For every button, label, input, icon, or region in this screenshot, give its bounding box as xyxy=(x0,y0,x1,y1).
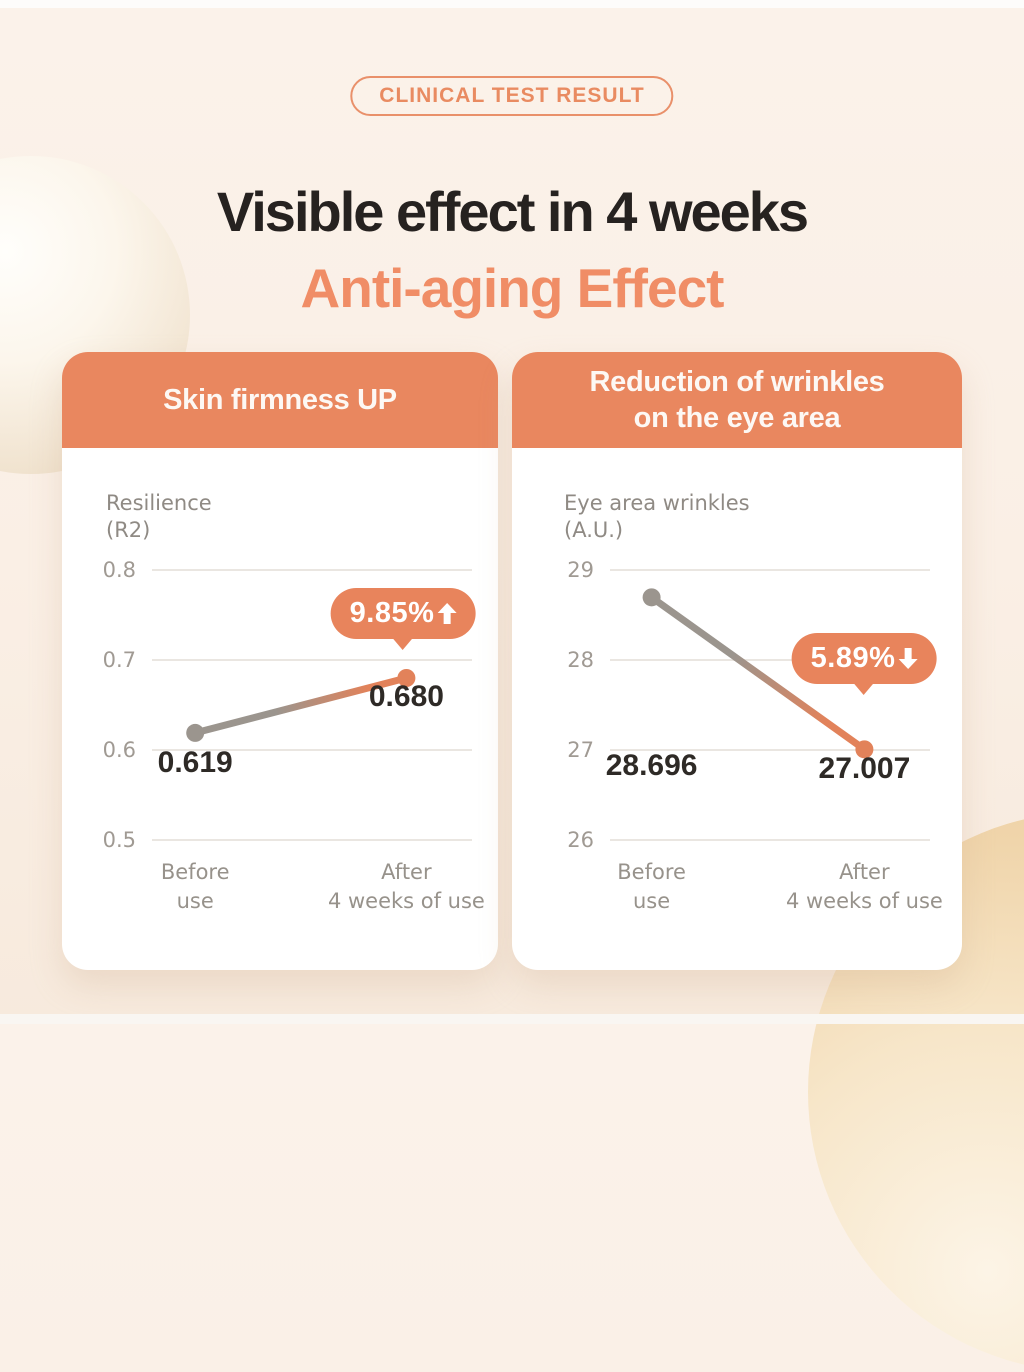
y-tick-label: 26 xyxy=(567,828,594,852)
increase-badge: 9.85% xyxy=(330,588,476,639)
resilience-line-chart: 0.8 0.7 0.6 0.5 Resilience (R2) 0.619 Before use… xyxy=(103,491,485,913)
decrease-badge-value: 5.89% xyxy=(810,642,896,674)
y-tick-label: 29 xyxy=(567,558,594,582)
skin-firmness-card-title: Skin firmness UP xyxy=(163,384,397,416)
y-axis-title: Resilience (R2) xyxy=(106,491,212,542)
y-axis-title: Eye area wrinkles (A.U.) xyxy=(564,491,750,542)
bottom-edge-strip xyxy=(0,1014,1024,1024)
data-line xyxy=(648,593,868,753)
decrease-badge: 5.89% xyxy=(791,633,937,684)
y-tick-label: 27 xyxy=(567,738,594,762)
x-axis-label: Before use xyxy=(161,860,230,913)
skin-firmness-card-header: Skin firmness UP xyxy=(62,352,498,448)
data-point xyxy=(186,723,205,742)
data-point xyxy=(642,588,661,607)
wrinkle-reduction-card: Reduction of wrinkles on the eye area 29… xyxy=(512,352,962,970)
eye-wrinkles-line-chart: 29 28 27 26 Eye area wrinkles (A.U.) 28.696 Bef… xyxy=(564,491,943,913)
arrow-up-icon xyxy=(437,603,457,624)
y-tick-label: 0.6 xyxy=(103,738,136,762)
clinical-test-result-badge: CLINICAL TEST RESULT xyxy=(350,76,674,116)
skin-firmness-card: Skin firmness UP 0.8 0.7 0.6 0.5 Resilience(… xyxy=(62,352,498,970)
value-label: 27.007 xyxy=(819,752,911,785)
top-edge-strip xyxy=(0,0,1024,8)
y-tick-label: 0.8 xyxy=(103,558,136,582)
increase-badge-value: 9.85% xyxy=(349,597,435,629)
y-tick-label: 28 xyxy=(567,648,594,672)
clinical-test-result-label: CLINICAL TEST RESULT xyxy=(379,84,645,107)
x-axis-label: After 4 weeks of use xyxy=(786,860,943,913)
y-tick-label: 0.5 xyxy=(103,828,136,852)
value-label: 28.696 xyxy=(606,749,698,782)
x-axis-label: Before use xyxy=(617,860,686,913)
value-label: 0.619 xyxy=(158,746,233,779)
data-line xyxy=(191,674,410,737)
page-title: Visible effect in 4 weeks xyxy=(216,179,809,243)
data-point xyxy=(397,669,416,687)
data-point xyxy=(855,740,874,759)
page-subtitle: Anti-aging Effect xyxy=(300,256,725,319)
value-label: 0.680 xyxy=(369,680,444,713)
wrinkle-reduction-card-header: Reduction of wrinkles on the eye area xyxy=(512,352,962,448)
x-axis-label: After 4 weeks of use xyxy=(328,860,485,913)
wrinkle-reduction-card-title: Reduction of wrinkles on the eye area xyxy=(589,366,885,434)
arrow-down-icon xyxy=(898,648,918,669)
y-tick-label: 0.7 xyxy=(103,648,136,672)
